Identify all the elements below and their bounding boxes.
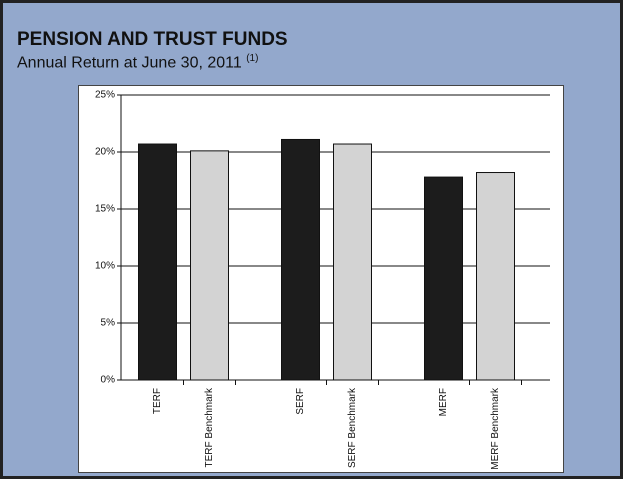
x-tick-label: SERF Benchmark bbox=[347, 387, 358, 468]
x-tick-label: SERF bbox=[295, 388, 306, 415]
y-tick-label: 20% bbox=[95, 147, 115, 158]
title: PENSION AND TRUST FUNDS bbox=[17, 29, 288, 50]
y-tick-label: 5% bbox=[101, 318, 116, 329]
bar bbox=[476, 172, 515, 381]
y-tick-label: 25% bbox=[95, 90, 115, 101]
x-tick-label: TERF bbox=[152, 388, 163, 414]
bar bbox=[138, 143, 177, 381]
subtitle-note: (1) bbox=[246, 53, 259, 64]
y-tick-label: 0% bbox=[101, 375, 116, 386]
bar bbox=[190, 150, 229, 381]
x-tick-label: MERF Benchmark bbox=[490, 387, 501, 470]
bar bbox=[281, 138, 320, 381]
subtitle: Annual Return at June 30, 2011 (1) bbox=[17, 53, 258, 72]
bar bbox=[333, 143, 372, 381]
subtitle-text: Annual Return at June 30, 2011 bbox=[17, 54, 242, 72]
chart: 0% 5% 10% 15% 20% 25% TERF TERF Benchmark SERF SE… bbox=[78, 85, 564, 473]
y-tick-label: 15% bbox=[95, 204, 115, 215]
x-tick-label: TERF Benchmark bbox=[204, 387, 215, 467]
y-tick-label: 10% bbox=[95, 261, 115, 272]
x-tick-label: MERF bbox=[438, 388, 449, 416]
bar bbox=[424, 176, 463, 381]
